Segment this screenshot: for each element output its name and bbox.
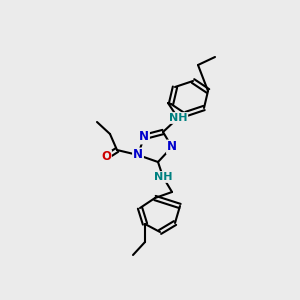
Text: N: N [167, 140, 177, 154]
Text: O: O [101, 151, 111, 164]
Text: NH: NH [154, 172, 172, 182]
Text: N: N [133, 148, 143, 161]
Text: NH: NH [169, 113, 187, 123]
Text: N: N [139, 130, 149, 143]
